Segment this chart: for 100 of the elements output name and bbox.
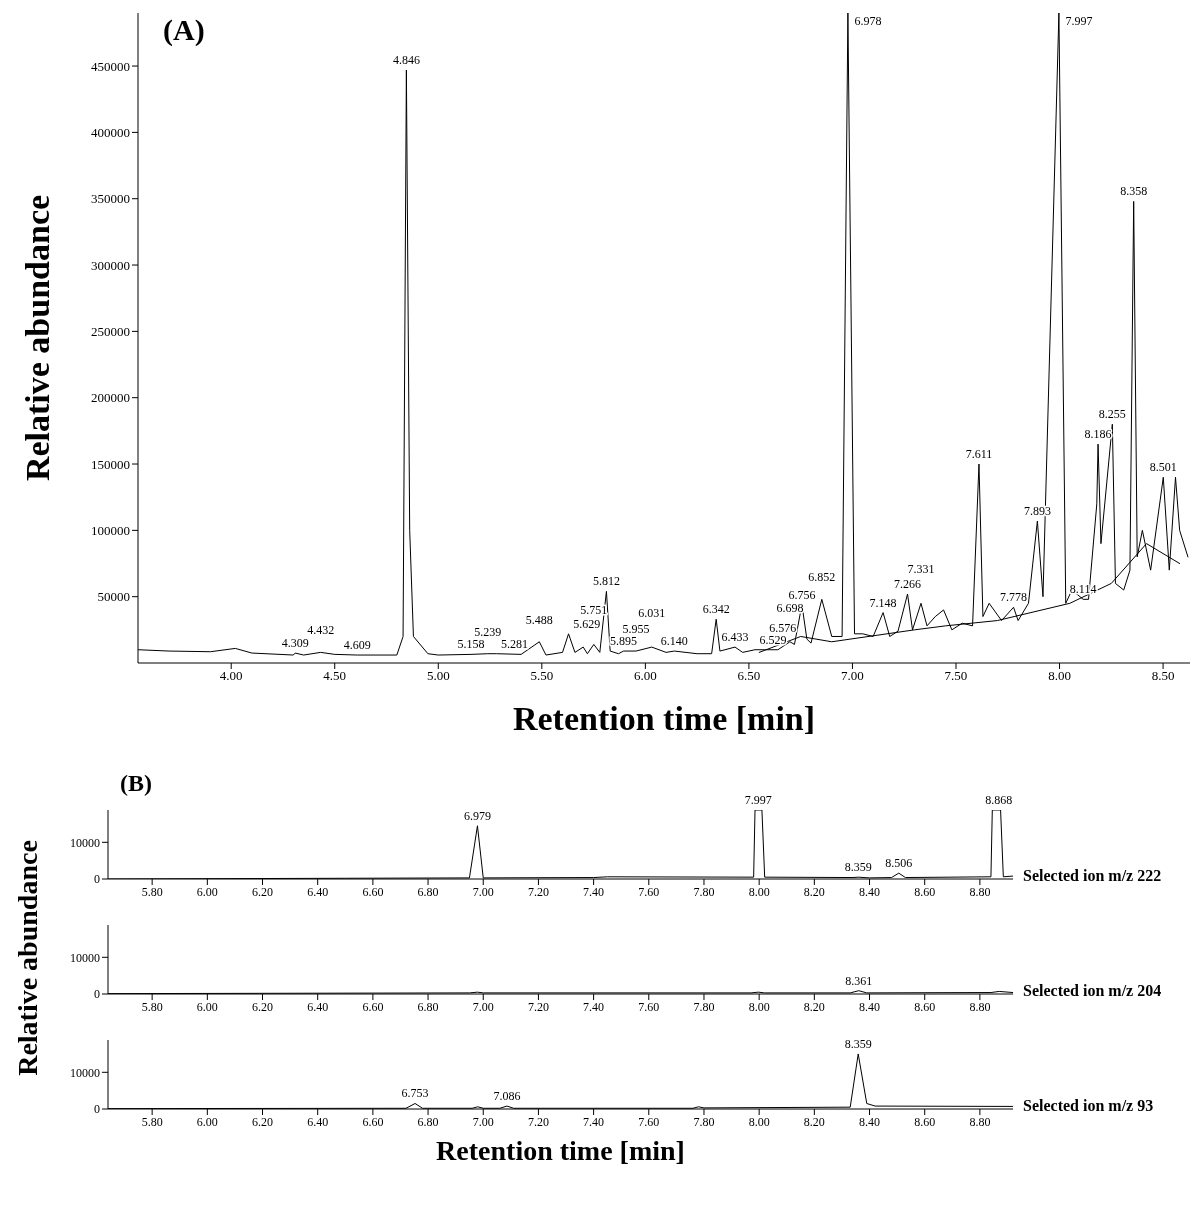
y-tick-label: 0 xyxy=(94,872,100,887)
annotation: 8.359 xyxy=(844,860,872,875)
annotation: 8.186 xyxy=(1084,427,1112,442)
x-tick-label: 6.80 xyxy=(417,1114,439,1129)
chart-title: (A) xyxy=(163,13,205,47)
y-tick-label: 50000 xyxy=(97,589,130,605)
x-tick-label: 6.50 xyxy=(737,668,761,684)
x-tick-label: 8.00 xyxy=(748,1114,770,1129)
x-tick-label: 8.40 xyxy=(859,1114,881,1129)
x-axis-title: Retention time [min] xyxy=(511,700,817,738)
x-tick-label: 4.50 xyxy=(323,668,347,684)
x-tick-label: 8.00 xyxy=(748,999,770,1014)
annotation: 8.361 xyxy=(845,973,873,988)
x-tick-label: 8.40 xyxy=(859,999,881,1014)
x-tick-label: 8.60 xyxy=(914,884,936,899)
annotation: 8.358 xyxy=(1120,184,1148,199)
annotation: 5.895 xyxy=(610,634,638,649)
x-tick-label: 6.40 xyxy=(307,1114,329,1129)
annotation: 5.955 xyxy=(622,622,650,637)
series-label: Selected ion m/z 93 xyxy=(1023,1097,1154,1115)
x-tick-label: 8.20 xyxy=(803,1114,825,1129)
x-tick-label: 7.40 xyxy=(583,884,605,899)
annotation: 7.266 xyxy=(894,577,922,592)
x-tick-label: 8.80 xyxy=(969,1114,991,1129)
x-tick-label: 7.60 xyxy=(638,1114,660,1129)
annotation: 7.778 xyxy=(1000,590,1028,605)
x-tick-label: 7.80 xyxy=(693,884,715,899)
x-tick-label: 6.00 xyxy=(633,668,657,684)
annotation: 7.331 xyxy=(907,562,935,577)
x-tick-label: 6.00 xyxy=(196,1114,218,1129)
y-tick-label: 0 xyxy=(94,1102,100,1117)
x-tick-label: 7.80 xyxy=(693,999,715,1014)
x-tick-label: 7.00 xyxy=(472,1114,494,1129)
y-tick-label: 350000 xyxy=(91,191,130,207)
annotation: 6.529 xyxy=(759,632,787,647)
x-tick-label: 6.80 xyxy=(417,884,439,899)
y-tick-label: 300000 xyxy=(91,257,130,273)
y-tick-label: 200000 xyxy=(91,390,130,406)
x-tick-label: 7.40 xyxy=(583,1114,605,1129)
x-tick-label: 8.60 xyxy=(914,1114,936,1129)
y-tick-label: 10000 xyxy=(70,1065,100,1080)
x-tick-label: 8.20 xyxy=(803,884,825,899)
annotation: 8.506 xyxy=(885,856,913,871)
annotation: 5.751 xyxy=(580,603,608,618)
annotation: 5.239 xyxy=(474,624,502,639)
annotation: 6.576 xyxy=(769,620,797,635)
chart-title: (B) xyxy=(120,770,152,797)
x-tick-label: 8.80 xyxy=(969,999,991,1014)
x-tick-label: 6.00 xyxy=(196,999,218,1014)
y-axis-title: Relative abundance xyxy=(19,194,57,482)
annotation: 8.255 xyxy=(1098,407,1126,422)
x-tick-label: 7.20 xyxy=(527,1114,549,1129)
x-tick-label: 8.00 xyxy=(748,884,770,899)
x-tick-label: 5.80 xyxy=(141,1114,163,1129)
y-tick-label: 10000 xyxy=(70,835,100,850)
annotation: 6.140 xyxy=(660,634,688,649)
annotation: 6.852 xyxy=(808,570,836,585)
annotation: 6.753 xyxy=(401,1086,429,1101)
annotation: 7.611 xyxy=(965,447,993,462)
x-tick-label: 6.20 xyxy=(252,999,274,1014)
annotation: 4.432 xyxy=(307,623,335,638)
annotation: 7.997 xyxy=(744,793,772,807)
x-tick-label: 5.50 xyxy=(530,668,554,684)
annotation: 6.433 xyxy=(721,630,749,645)
x-tick-label: 6.40 xyxy=(307,884,329,899)
y-tick-label: 250000 xyxy=(91,323,130,339)
x-tick-label: 7.00 xyxy=(472,999,494,1014)
annotation: 6.756 xyxy=(788,587,816,602)
series-label: Selected ion m/z 222 xyxy=(1023,867,1162,885)
x-tick-label: 8.80 xyxy=(969,884,991,899)
x-tick-label: 7.40 xyxy=(583,999,605,1014)
x-tick-label: 7.60 xyxy=(638,999,660,1014)
x-tick-label: 7.00 xyxy=(472,884,494,899)
x-tick-label: 6.60 xyxy=(362,1114,384,1129)
annotation: 5.488 xyxy=(525,612,553,627)
x-tick-label: 7.20 xyxy=(527,999,549,1014)
x-tick-label: 6.40 xyxy=(307,999,329,1014)
x-tick-label: 8.00 xyxy=(1048,668,1071,684)
x-tick-label: 8.20 xyxy=(803,999,825,1014)
x-tick-label: 6.60 xyxy=(362,884,384,899)
x-tick-label: 6.80 xyxy=(417,999,439,1014)
annotation: 5.158 xyxy=(457,637,485,652)
annotation: 5.812 xyxy=(592,574,620,589)
x-tick-label: 6.20 xyxy=(252,1114,274,1129)
y-axis-title: Relative abundance xyxy=(12,840,44,1076)
x-tick-label: 7.00 xyxy=(841,668,864,684)
x-tick-label: 5.00 xyxy=(426,668,450,684)
x-tick-label: 6.20 xyxy=(252,884,274,899)
x-tick-label: 8.40 xyxy=(859,884,881,899)
annotation: 4.609 xyxy=(343,638,371,653)
x-tick-label: 8.50 xyxy=(1151,668,1175,684)
x-tick-label: 5.80 xyxy=(141,884,163,899)
annotation: 6.031 xyxy=(638,606,666,621)
x-tick-label: 7.50 xyxy=(944,668,968,684)
annotation: 7.086 xyxy=(493,1089,521,1104)
annotation: 5.281 xyxy=(501,636,529,651)
y-tick-label: 0 xyxy=(94,987,100,1002)
x-axis-title: Retention time [min] xyxy=(435,1135,686,1167)
x-tick-label: 4.00 xyxy=(219,668,243,684)
series-label: Selected ion m/z 204 xyxy=(1023,982,1162,1000)
